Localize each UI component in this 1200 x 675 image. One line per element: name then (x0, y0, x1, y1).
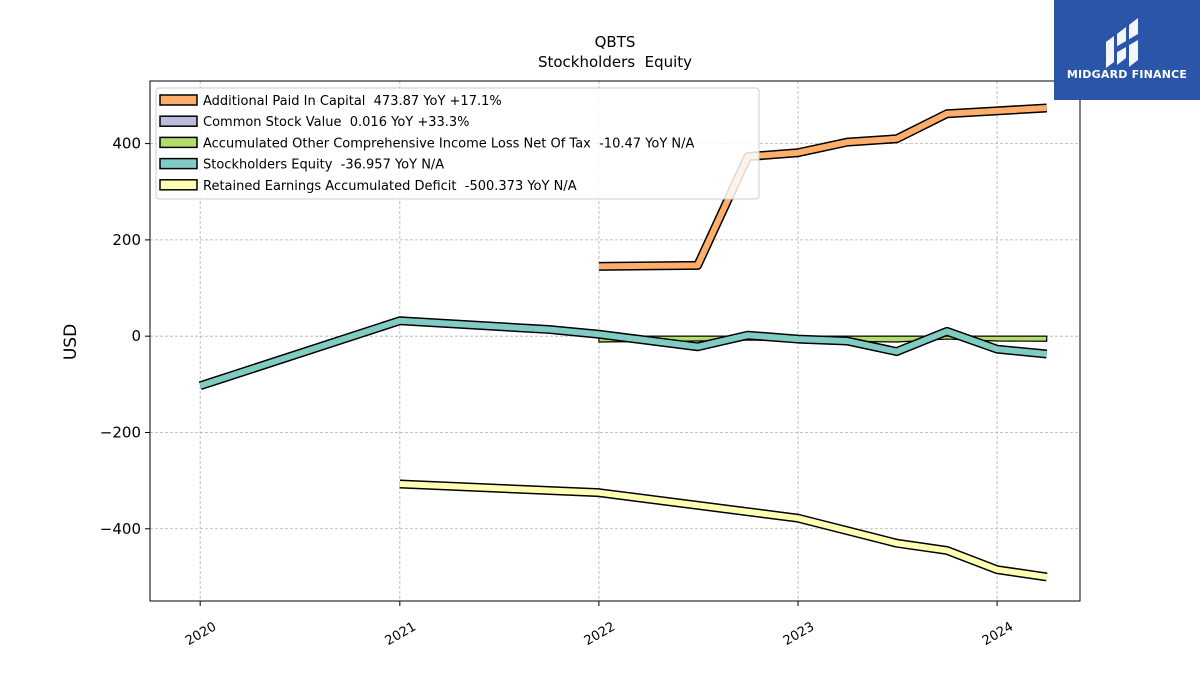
x-tick-label: 2024 (980, 619, 1016, 649)
plot-frame (149, 80, 1081, 602)
legend: Additional Paid In Capital 473.87 YoY +1… (155, 87, 760, 200)
series-line-0 (598, 104, 1047, 270)
brand-logo: MIDGARD FINANCE (1054, 0, 1200, 100)
series-line-3 (199, 317, 1048, 389)
legend-swatch (159, 179, 198, 191)
series-line-outline-3 (198, 316, 1048, 391)
legend-swatch (159, 136, 198, 149)
line-layer (198, 103, 1048, 582)
x-tick-label: 2023 (781, 619, 817, 649)
y-tick-label: −400 (100, 520, 141, 538)
chart-subtitle: Stockholders Equity (538, 53, 692, 71)
y-tick-label: 0 (131, 327, 141, 345)
x-tick-label: 2022 (582, 619, 618, 649)
legend-label: Retained Earnings Accumulated Deficit -5… (203, 179, 577, 194)
legend-box (155, 87, 760, 200)
legend-label: Accumulated Other Comprehensive Income L… (203, 136, 694, 151)
y-axis-label: USD (61, 324, 81, 360)
brand-name: MIDGARD FINANCE (1066, 68, 1188, 81)
series-line-outline-4 (399, 479, 1048, 582)
legend-label: Stockholders Equity -36.957 YoY N/A (203, 158, 444, 173)
series-line-4 (399, 481, 1048, 580)
y-tick-label: 200 (112, 231, 141, 249)
brand-logo-mark-icon (1106, 18, 1138, 68)
y-tick-label: −200 (100, 423, 141, 441)
chart-title: QBTS (595, 33, 636, 51)
legend-label: Common Stock Value 0.016 YoY +33.3% (203, 115, 470, 130)
legend-swatch (159, 94, 198, 106)
legend-label: Additional Paid In Capital 473.87 YoY +1… (203, 94, 502, 109)
y-tick-label: 400 (112, 135, 141, 153)
x-tick-label: 2021 (383, 619, 419, 649)
legend-swatch (159, 157, 198, 170)
tick-layer: −400 −200 0 200 400 2020 2021 2022 2023 2024 (100, 135, 1016, 649)
x-tick-label: 2020 (183, 619, 219, 649)
legend-swatch (159, 115, 198, 127)
